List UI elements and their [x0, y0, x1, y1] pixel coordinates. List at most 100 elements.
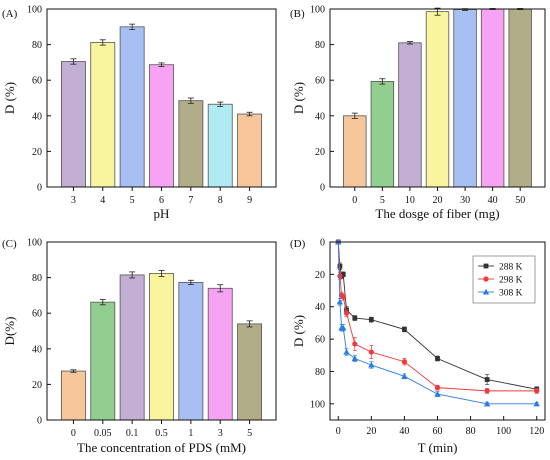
x-tick-label: 0.1 [126, 428, 139, 439]
data-point [435, 356, 440, 361]
x-tick-label: 20 [366, 426, 376, 437]
data-point [484, 377, 490, 382]
bar [178, 100, 204, 188]
plot-frame [46, 8, 277, 188]
y-tick-label: 0 [37, 183, 42, 194]
bar [119, 26, 145, 188]
y-tick-label: 20 [32, 380, 42, 391]
bar [237, 323, 263, 421]
data-point [484, 388, 490, 394]
x-tick-label: 0.5 [155, 428, 168, 439]
x-tick-label: 30 [460, 195, 470, 206]
y-axis-label: D(%) [2, 317, 17, 346]
data-point [337, 273, 343, 279]
legend-entry-label: 288 K [499, 263, 523, 273]
y-tick-label: 0 [37, 416, 42, 427]
x-axis-label: The concentration of PDS (mM) [77, 440, 246, 455]
y-tick-label: 100 [27, 5, 42, 16]
bar [453, 9, 477, 188]
data-point [482, 288, 490, 295]
bar [90, 42, 116, 188]
data-point [340, 324, 347, 331]
x-tick-label: 5 [130, 195, 135, 206]
data-point [483, 400, 491, 407]
data-point [401, 373, 408, 379]
bar [207, 103, 233, 188]
bar [119, 274, 145, 421]
y-tick-label: 20 [32, 147, 42, 158]
y-axis-label: D (%) [291, 315, 306, 347]
x-tick-label: 3 [71, 195, 76, 206]
data-point [401, 359, 408, 365]
y-tick-label: 80 [32, 273, 42, 284]
bar [60, 61, 86, 188]
legend-entry-label: 308 K [499, 289, 523, 299]
data-point [351, 355, 359, 362]
x-tick-label: 40 [488, 195, 498, 206]
x-tick-label: 60 [433, 426, 443, 437]
x-tick-label: 120 [529, 426, 544, 437]
data-point [402, 326, 407, 332]
legend: 288 K 298 K 308 K [472, 255, 536, 304]
data-point [368, 349, 374, 355]
y-tick-label: 40 [32, 111, 42, 122]
bar [90, 301, 116, 421]
data-point [434, 385, 441, 391]
bar [178, 282, 204, 421]
x-tick-label: 0 [352, 195, 357, 206]
x-tick-label: 6 [159, 195, 164, 206]
y-tick-label: 60 [315, 76, 325, 87]
data-point [534, 388, 540, 394]
x-tick-label: 100 [496, 426, 511, 437]
bar [398, 42, 422, 188]
y-tick-label: 100 [27, 238, 42, 249]
data-point [340, 294, 346, 300]
legend-box [472, 255, 536, 304]
plot-frame [329, 8, 546, 188]
panel-d-label: (D) [290, 238, 306, 250]
y-tick-label: 60 [32, 76, 42, 87]
bar [237, 113, 263, 188]
y-tick-label: 20 [315, 270, 325, 281]
legend-entry-label: 298 K [499, 276, 523, 286]
x-tick-label: 3 [218, 428, 223, 439]
y-tick-label: 60 [315, 335, 325, 346]
data-point [343, 310, 350, 316]
data-point [352, 341, 358, 347]
x-tick-label: 4 [100, 195, 105, 206]
bar [370, 81, 395, 188]
data-point [533, 400, 540, 407]
bar [480, 8, 505, 188]
x-axis-label: The dosge of fiber (mg) [375, 206, 499, 221]
y-tick-label: 20 [315, 147, 325, 158]
x-tick-label: 80 [466, 426, 476, 437]
x-tick-label: 10 [405, 195, 415, 206]
x-tick-label: 8 [218, 195, 223, 206]
panel-c-label: (C) [2, 238, 17, 250]
y-tick-label: 0 [320, 183, 325, 194]
bar [149, 64, 174, 188]
panel-a: (A) 0 20 40 60 80 100 3 4 5 6 7 8 9 pH D (%) [2, 5, 277, 221]
y-axis-label: D (%) [2, 82, 17, 114]
y-tick-label: 80 [32, 40, 42, 51]
panel-b: (B) 0 20 40 60 80 100 0 5 10 20 30 40 50 The dosge of… [290, 5, 546, 221]
bar [508, 8, 532, 188]
y-tick-label: 60 [32, 309, 42, 320]
y-tick-label: 40 [32, 344, 42, 355]
data-point [434, 390, 441, 397]
y-tick-label: 100 [310, 5, 325, 16]
x-tick-label: 20 [433, 195, 443, 206]
x-axis-label: T (min) [418, 440, 458, 455]
bar [343, 115, 367, 188]
data-point [483, 276, 489, 282]
data-point [337, 263, 343, 269]
y-tick-label: 80 [315, 40, 325, 51]
data-point [343, 348, 350, 355]
data-point [368, 361, 375, 368]
x-tick-label: 5 [247, 428, 252, 439]
plot-frame [329, 241, 546, 421]
y-tick-label: 40 [315, 302, 325, 313]
data-point [352, 315, 358, 321]
